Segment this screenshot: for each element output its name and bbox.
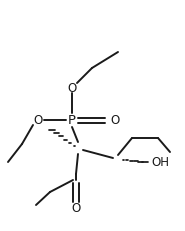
- Text: O: O: [110, 113, 120, 127]
- Text: O: O: [67, 82, 77, 94]
- Text: O: O: [71, 201, 81, 215]
- Text: OH: OH: [151, 156, 169, 170]
- Text: P: P: [68, 113, 76, 127]
- Text: O: O: [33, 113, 43, 127]
